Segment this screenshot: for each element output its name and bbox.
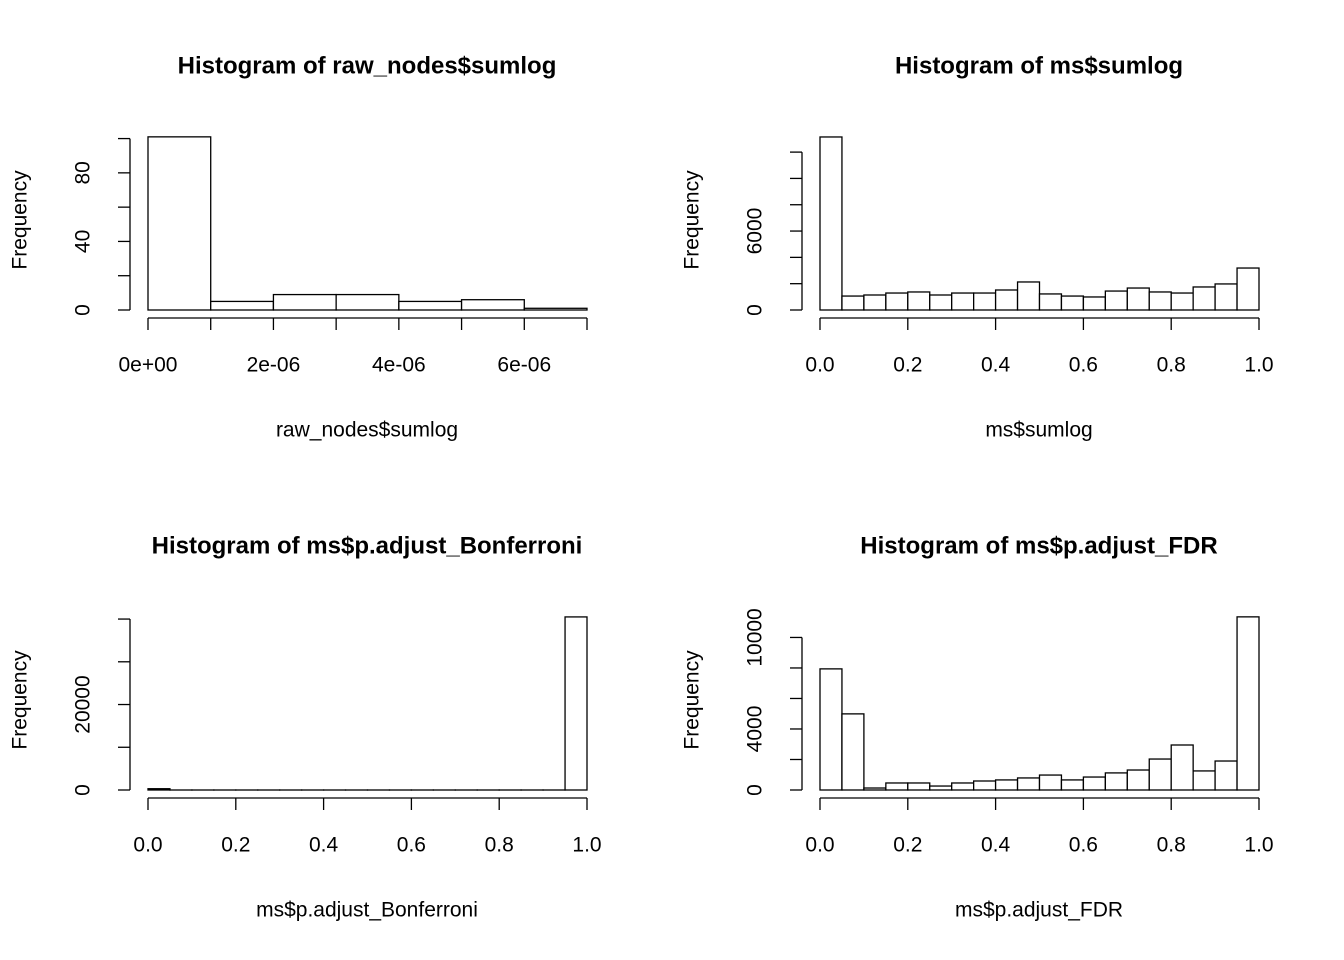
x-tick-label: 0.0	[805, 834, 834, 857]
x-tick-label: 0.0	[133, 834, 162, 857]
x-tick-label: 0.8	[485, 834, 514, 857]
bar	[929, 294, 953, 311]
y-axis-label: Frequency	[681, 170, 704, 270]
chart-title: Histogram of raw_nodes$sumlog	[178, 52, 557, 79]
y-axis-label: Frequency	[9, 650, 32, 750]
y-tick-label: 10000	[744, 608, 767, 666]
bar	[994, 289, 1019, 311]
bar	[1082, 776, 1107, 791]
bar	[1192, 770, 1216, 791]
bar	[1082, 296, 1107, 311]
bar	[1126, 287, 1150, 311]
x-tick-label: 0e+00	[119, 354, 178, 377]
x-tick-label: 1.0	[1244, 354, 1273, 377]
x-tick-label: 0.6	[1069, 834, 1098, 857]
y-tick-label: 0	[72, 784, 95, 796]
y-axis-label: Frequency	[681, 650, 704, 750]
x-tick-label: 2e-06	[247, 354, 301, 377]
y-tick-label: 20000	[72, 675, 95, 733]
x-tick-label: 0.8	[1157, 834, 1186, 857]
x-tick-label: 0.2	[221, 834, 250, 857]
chart-title: Histogram of ms$p.adjust_FDR	[860, 532, 1217, 559]
bar	[147, 136, 212, 311]
bar	[907, 291, 931, 311]
bar	[973, 292, 997, 311]
x-tick-label: 0.4	[309, 834, 339, 857]
y-tick-label: 6000	[744, 208, 767, 255]
bar	[1236, 616, 1260, 791]
bar	[885, 292, 909, 311]
y-tick-label: 0	[72, 304, 95, 316]
x-axis-label: ms$sumlog	[985, 419, 1092, 442]
chart-title: Histogram of ms$sumlog	[895, 52, 1183, 79]
bar	[1170, 292, 1194, 311]
bar	[885, 782, 909, 791]
bar	[1214, 283, 1238, 311]
bar	[1148, 291, 1172, 311]
bar	[994, 779, 1019, 791]
bar	[907, 782, 931, 791]
x-tick-label: 0.2	[893, 834, 922, 857]
bar	[841, 295, 865, 311]
bar	[210, 300, 275, 311]
bar	[929, 785, 953, 791]
x-tick-label: 4e-06	[372, 354, 426, 377]
bar	[1016, 281, 1041, 311]
bar	[1104, 772, 1128, 791]
bar	[1060, 295, 1085, 311]
bar	[1192, 286, 1216, 311]
bar	[1038, 774, 1063, 791]
x-tick-label: 0.8	[1157, 354, 1186, 377]
bar	[841, 713, 865, 791]
bar	[951, 292, 975, 311]
bar	[272, 293, 337, 311]
bar	[460, 299, 525, 311]
x-axis-label: ms$p.adjust_Bonferroni	[256, 899, 478, 922]
x-tick-label: 0.0	[805, 354, 834, 377]
bar	[1038, 293, 1063, 311]
y-tick-label: 80	[72, 161, 95, 184]
bar	[863, 787, 887, 791]
bar	[398, 300, 463, 311]
y-axis-label: Frequency	[9, 170, 32, 270]
y-tick-label: 0	[744, 304, 767, 316]
bar	[147, 788, 171, 791]
bar	[1170, 744, 1194, 791]
x-tick-label: 0.4	[981, 834, 1011, 857]
bar	[1214, 760, 1238, 791]
x-tick-label: 1.0	[1244, 834, 1273, 857]
bar	[819, 136, 843, 311]
bar	[523, 307, 588, 311]
x-axis-label: raw_nodes$sumlog	[276, 419, 458, 442]
y-tick-label: 4000	[744, 706, 767, 753]
bar	[973, 780, 997, 791]
bar	[1148, 758, 1172, 791]
x-tick-label: 0.6	[397, 834, 426, 857]
x-tick-label: 1.0	[572, 834, 601, 857]
y-tick-label: 40	[72, 230, 95, 253]
chart-title: Histogram of ms$p.adjust_Bonferroni	[152, 532, 583, 559]
bar	[1104, 290, 1128, 311]
x-axis-label: ms$p.adjust_FDR	[955, 899, 1123, 922]
bar	[335, 293, 400, 311]
x-tick-label: 0.4	[981, 354, 1011, 377]
y-tick-label: 0	[744, 784, 767, 796]
bar	[564, 616, 588, 791]
bar	[951, 782, 975, 791]
x-tick-label: 6e-06	[497, 354, 551, 377]
bar	[1016, 777, 1041, 791]
bar	[1126, 769, 1150, 791]
bar	[863, 294, 887, 311]
x-tick-label: 0.2	[893, 354, 922, 377]
bar	[819, 668, 843, 791]
bar	[1060, 779, 1085, 791]
bar	[1236, 267, 1260, 311]
x-tick-label: 0.6	[1069, 354, 1098, 377]
